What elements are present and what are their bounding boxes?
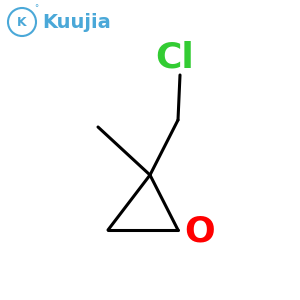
Text: O: O — [184, 215, 215, 249]
Text: Kuujia: Kuujia — [42, 13, 111, 32]
Text: °: ° — [34, 4, 38, 14]
Text: K: K — [17, 16, 27, 28]
Text: Cl: Cl — [156, 40, 194, 74]
